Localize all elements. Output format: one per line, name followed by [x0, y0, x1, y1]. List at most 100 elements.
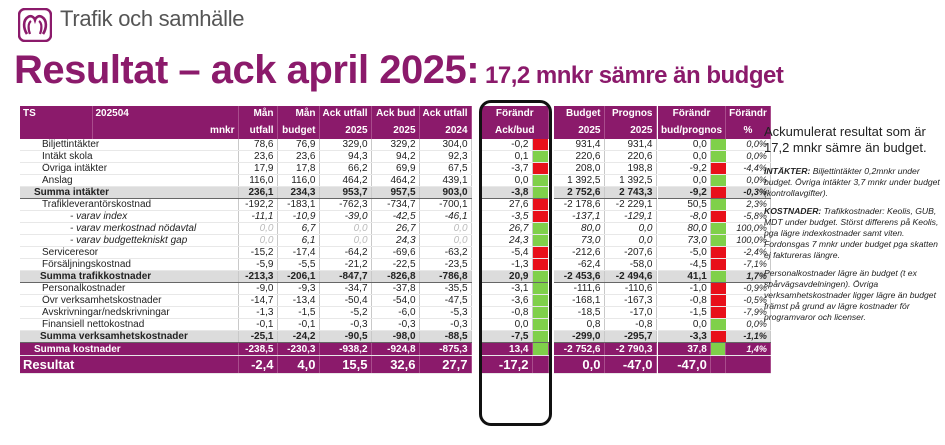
- value-cell: 20,9: [482, 270, 533, 284]
- row-label: - varav merkostnad nödavtal: [20, 222, 239, 236]
- value-cell: 0,0: [319, 222, 372, 236]
- status-indicator: [532, 162, 548, 176]
- table-row: 73,0 0,0: [554, 234, 657, 248]
- value-cell: 2 743,3: [604, 186, 657, 200]
- value-cell: -4,5: [658, 258, 711, 272]
- value-cell: 0,0: [419, 234, 472, 248]
- table-row: 208,0 198,8: [554, 162, 657, 176]
- status-indicator: [710, 150, 726, 164]
- value-cell: 0,0: [238, 222, 278, 236]
- value-cell: -1,0: [658, 282, 711, 296]
- table-row: 0,0 0,0%: [658, 318, 771, 332]
- value-cell: 208,0: [554, 162, 605, 176]
- table-row: -9,2 -4,4%: [658, 162, 771, 176]
- header-row: mnkr utfall budget 2025 2025 2024: [20, 122, 472, 139]
- column-header: 2025: [319, 122, 372, 139]
- value-cell: 4,0: [277, 355, 320, 375]
- table-row: -2 178,6 -2 229,1: [554, 198, 657, 212]
- column-header: Förändr: [725, 106, 771, 123]
- column-header: Prognos: [604, 106, 657, 123]
- note-heading: INTÄKTER:: [764, 166, 811, 176]
- table-row: Resultat -2,4 4,0 15,5 32,6 27,7: [20, 355, 472, 375]
- table-row: -2 453,6 -2 494,6: [554, 270, 657, 284]
- budget-prognos-table: Budget Prognos 2025 2025 931,4 931,4 220,6 220,…: [554, 106, 657, 375]
- value-cell: -24,2: [277, 330, 320, 344]
- value-cell: 24,3: [371, 234, 420, 248]
- value-cell: -69,6: [371, 246, 420, 260]
- value-cell: -206,1: [277, 270, 320, 284]
- highlight-frame: [479, 100, 552, 426]
- column-header: 2025: [371, 122, 420, 139]
- row-label: Trafikleverantörskostnad: [20, 198, 239, 212]
- status-indicator: [532, 234, 548, 248]
- value-cell: -46,1: [419, 210, 472, 224]
- table-row: -3,1: [482, 282, 548, 296]
- value-cell: 116,0: [277, 174, 320, 188]
- value-cell: 931,4: [554, 139, 605, 152]
- column-header: Budget: [554, 106, 605, 123]
- value-cell: -42,5: [371, 210, 420, 224]
- brand-name: Trafik och samhälle: [60, 6, 245, 31]
- status-indicator: [710, 342, 727, 357]
- table-row: -3,3 -1,1%: [658, 330, 771, 344]
- table-row: Trafikleverantörskostnad -192,2 -183,1 -762…: [20, 198, 472, 212]
- table-row: -3,6: [482, 294, 548, 308]
- status-indicator: [710, 282, 726, 296]
- value-cell: -6,0: [371, 306, 420, 320]
- status-indicator: [710, 355, 727, 375]
- percent-cell: 1,4%: [725, 342, 771, 357]
- value-cell: -39,0: [319, 210, 372, 224]
- value-cell: 329,2: [371, 139, 420, 152]
- status-indicator: [532, 222, 548, 236]
- value-cell: 23,6: [238, 150, 278, 164]
- table-row: -3,5: [482, 210, 548, 224]
- table-row: -1,3: [482, 258, 548, 272]
- value-cell: 464,2: [319, 174, 372, 188]
- value-cell: 957,5: [371, 186, 420, 200]
- status-indicator: [532, 210, 548, 224]
- value-cell: 198,8: [604, 162, 657, 176]
- value-cell: -88,5: [419, 330, 472, 344]
- header-row: 2025 2025: [554, 122, 657, 139]
- table-row: Summa trafikkostnader -213,3 -206,1 -847,7-…: [20, 270, 472, 284]
- table-row: 0,0 0,0%: [658, 174, 771, 188]
- status-indicator: [532, 330, 548, 344]
- value-cell: 439,1: [419, 174, 472, 188]
- value-cell: 80,0: [554, 222, 605, 236]
- commentary-note: Personalkostnader lägre än budget (t ex …: [764, 268, 940, 323]
- table-row: 41,1 1,7%: [658, 270, 771, 284]
- status-indicator: [710, 198, 726, 212]
- value-cell: -734,7: [371, 198, 420, 212]
- value-cell: 0,0: [658, 150, 711, 164]
- row-label: Biljettintäkter: [20, 139, 239, 152]
- table-row: 24,3: [482, 234, 548, 248]
- value-cell: 17,9: [238, 162, 278, 176]
- value-cell: 220,6: [604, 150, 657, 164]
- status-indicator: [532, 258, 548, 272]
- status-indicator: [710, 258, 726, 272]
- value-cell: -62,4: [554, 258, 605, 272]
- value-cell: 32,6: [371, 355, 420, 375]
- table-row: 0,0: [482, 318, 548, 332]
- value-cell: 0,0: [419, 222, 472, 236]
- value-cell: -50,4: [319, 294, 372, 308]
- status-indicator: [710, 270, 726, 284]
- column-header: Förändr: [658, 106, 727, 123]
- table-row: 80,0 100,0%: [658, 222, 771, 236]
- value-cell: -18,5: [554, 306, 605, 320]
- table-row: -2 752,6 -2 790,3: [554, 342, 657, 357]
- table-row: Personalkostnader -9,0 -9,3 -34,7 -37,8 -35,5: [20, 282, 472, 296]
- value-cell: -1,5: [277, 306, 320, 320]
- value-cell: -25,1: [238, 330, 278, 344]
- table-row: -1,0 -0,9%: [658, 282, 771, 296]
- status-indicator: [532, 342, 549, 357]
- header-row: Budget Prognos: [554, 106, 657, 123]
- table-row: 220,6 220,6: [554, 150, 657, 164]
- value-cell: 78,6: [238, 139, 278, 152]
- row-label: Resultat: [20, 355, 239, 375]
- value-cell: -10,9: [277, 210, 320, 224]
- value-cell: -0,3: [319, 318, 372, 332]
- table-row: Övr verksamhetskostnader -14,7 -13,4 -50,4-…: [20, 294, 472, 308]
- value-cell: -21,2: [319, 258, 372, 272]
- value-cell: 73,0: [554, 234, 605, 248]
